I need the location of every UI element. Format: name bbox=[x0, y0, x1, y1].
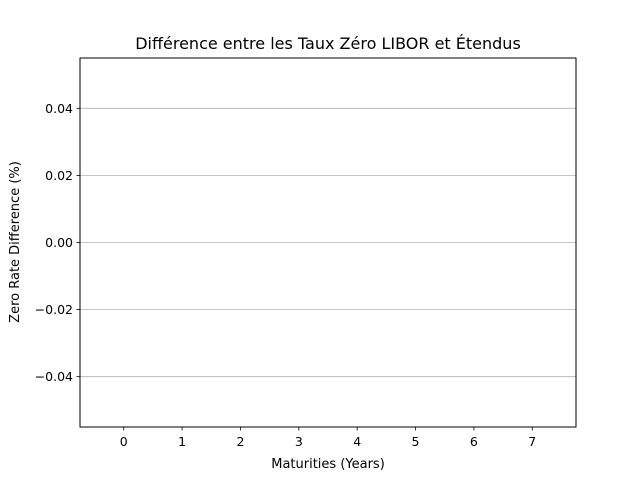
y-tick-label: 0.02 bbox=[45, 168, 73, 183]
x-axis-label: Maturities (Years) bbox=[271, 457, 385, 472]
x-tick-label: 0 bbox=[120, 434, 128, 449]
y-axis-label: Zero Rate Difference (%) bbox=[8, 161, 23, 323]
ticks-layer: 0.04 0.02 0.00 −0.02 −0.04 0 1 2 3 4 5 6 7 bbox=[35, 101, 537, 449]
y-tick-label: −0.02 bbox=[35, 302, 73, 317]
x-tick-label: 5 bbox=[412, 434, 420, 449]
x-tick-label: 6 bbox=[470, 434, 478, 449]
y-tick-label: −0.04 bbox=[35, 369, 73, 384]
x-tick-label: 2 bbox=[236, 434, 244, 449]
x-tick-label: 1 bbox=[178, 434, 186, 449]
y-tick-label: 0.00 bbox=[45, 235, 73, 250]
x-tick-label: 7 bbox=[528, 434, 536, 449]
y-tick-label: 0.04 bbox=[45, 101, 73, 116]
x-tick-label: 3 bbox=[295, 434, 303, 449]
x-tick-label: 4 bbox=[353, 434, 361, 449]
grid-layer bbox=[80, 107, 576, 378]
chart-title: Différence entre les Taux Zéro LIBOR et … bbox=[135, 34, 521, 53]
